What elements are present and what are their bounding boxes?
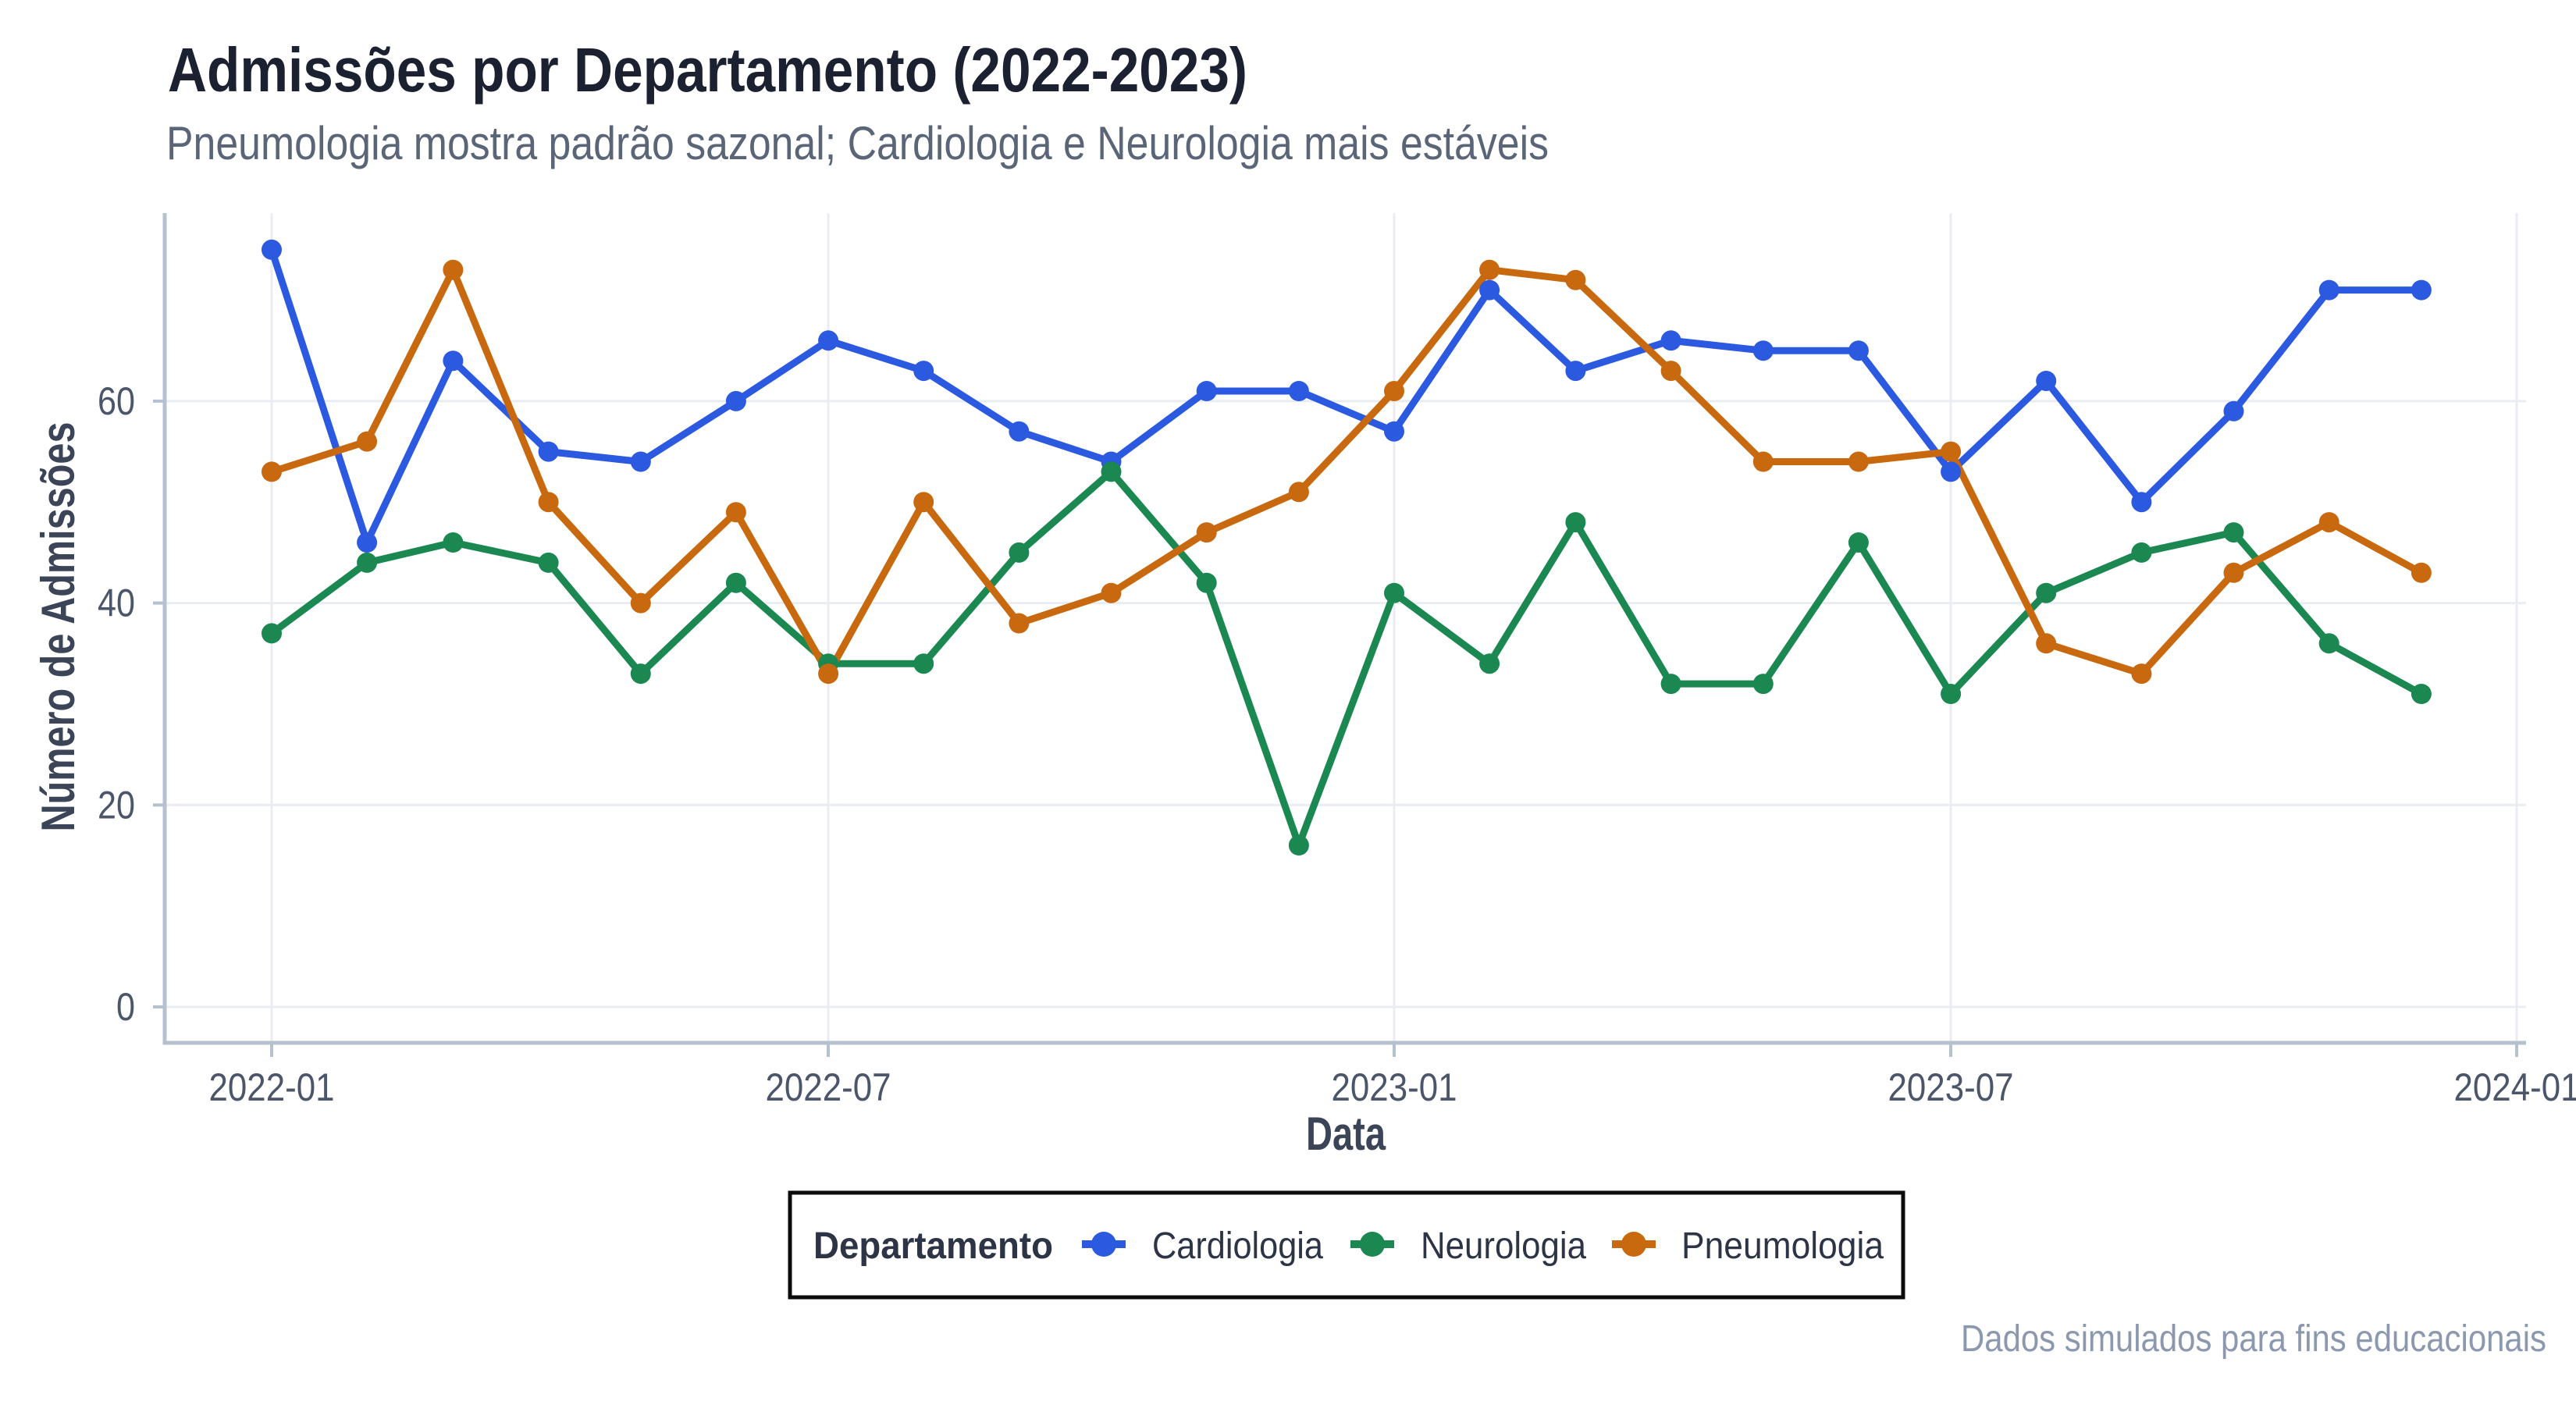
- svg-text:2024-01: 2024-01: [2454, 1065, 2576, 1109]
- svg-text:Número de Admissões: Número de Admissões: [32, 422, 84, 832]
- svg-text:Admissões por Departamento (20: Admissões por Departamento (2022-2023): [168, 35, 1247, 105]
- svg-text:2023-01: 2023-01: [1332, 1065, 1457, 1109]
- svg-text:0: 0: [116, 985, 135, 1029]
- svg-text:Pneumologia mostra padrão sazo: Pneumologia mostra padrão sazonal; Cardi…: [166, 117, 1549, 169]
- svg-text:60: 60: [98, 379, 135, 423]
- svg-text:40: 40: [98, 582, 135, 625]
- svg-text:Neurologia: Neurologia: [1421, 1225, 1586, 1267]
- svg-text:2022-01: 2022-01: [209, 1065, 335, 1109]
- svg-text:2022-07: 2022-07: [766, 1065, 891, 1109]
- svg-text:2023-07: 2023-07: [1888, 1065, 2014, 1109]
- svg-text:Dados simulados para fins educ: Dados simulados para fins educacionais: [1961, 1318, 2546, 1360]
- svg-text:Cardiologia: Cardiologia: [1152, 1225, 1323, 1267]
- svg-text:Pneumologia: Pneumologia: [1681, 1225, 1884, 1267]
- svg-text:20: 20: [98, 783, 135, 827]
- svg-text:Departamento: Departamento: [813, 1225, 1053, 1267]
- svg-text:Data: Data: [1306, 1108, 1386, 1160]
